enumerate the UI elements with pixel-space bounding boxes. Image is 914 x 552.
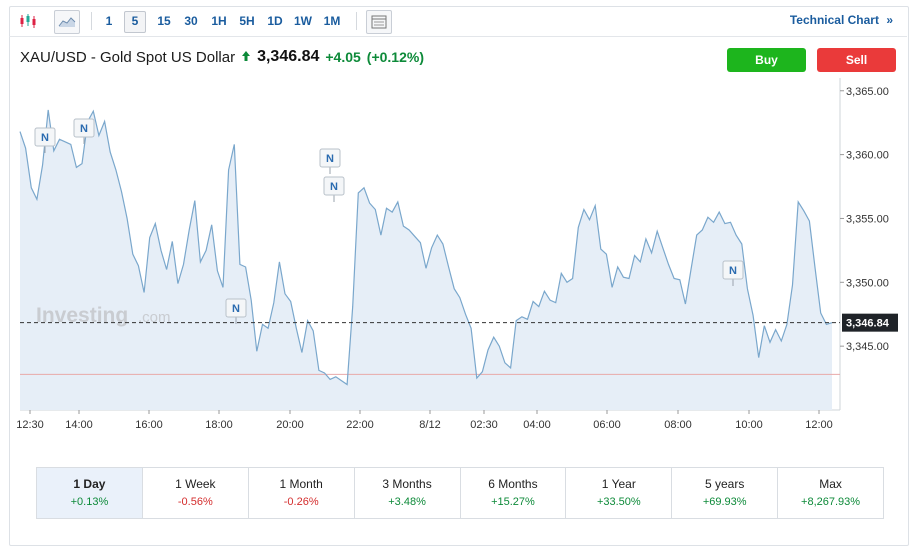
timeframe-1h[interactable]: 1H [211, 14, 227, 28]
timeframe-5h[interactable]: 5H [239, 14, 255, 28]
period-label: 6 Months [488, 477, 538, 491]
timeframe-1[interactable]: 1 [105, 14, 113, 28]
period-1-week[interactable]: 1 Week -0.56% [143, 468, 249, 518]
news-marker [323, 176, 345, 196]
x-tick-label: 10:00 [735, 419, 763, 431]
x-tick-label: 02:30 [470, 419, 498, 431]
period-selector: 1 Day +0.13% 1 Week -0.56% 1 Month -0.26… [36, 467, 884, 519]
sell-button[interactable]: Sell [817, 48, 896, 72]
instrument-header: XAU/USD - Gold Spot US Dollar 3,346.84 +… [20, 48, 424, 66]
period-3-months[interactable]: 3 Months +3.48% [355, 468, 461, 518]
x-tick-label: 18:00 [205, 419, 233, 431]
toolbar-divider [356, 12, 357, 30]
period-label: 1 Week [175, 477, 216, 491]
x-tick-label: 16:00 [135, 419, 163, 431]
timeframe-1d[interactable]: 1D [267, 14, 283, 28]
news-marker-label: N [80, 123, 88, 135]
news-marker [34, 127, 56, 147]
current-price-tag [842, 313, 898, 332]
period-1-day[interactable]: 1 Day +0.13% [37, 468, 143, 518]
instrument-name: XAU/USD - Gold Spot US Dollar [20, 48, 236, 66]
x-tick-label: 20:00 [276, 419, 304, 431]
table-view-icon[interactable] [366, 10, 392, 34]
double-chevron-right-icon: » [886, 13, 893, 27]
period-label: Max [819, 477, 842, 491]
investing-watermark-suffix: .com [138, 309, 171, 326]
y-tick-label: 3,365.00 [846, 86, 889, 98]
price-change-percent: (+0.12%) [366, 49, 424, 65]
timeframe-30[interactable]: 30 [184, 14, 198, 28]
toolbar-divider [91, 12, 92, 30]
period-change: +33.50% [596, 496, 641, 508]
candlestick-chart-icon[interactable] [17, 10, 39, 32]
y-tick-label: 3,350.00 [846, 277, 889, 289]
buy-button[interactable]: Buy [727, 48, 806, 72]
timeframe-5[interactable]: 5 [124, 11, 146, 33]
period-change: -0.56% [177, 496, 213, 508]
news-marker-label: N [232, 303, 240, 315]
news-marker-label: N [326, 153, 334, 165]
price-area-fill [20, 109, 832, 411]
period-change: +69.93% [702, 496, 747, 508]
period-label: 1 Month [279, 477, 323, 491]
area-chart-icon[interactable] [54, 10, 80, 34]
price-chart: 3,365.00 3,360.00 3,355.00 3,350.00 3,345.00… [16, 78, 898, 431]
investing-watermark: Investing [36, 304, 128, 327]
up-arrow-icon [241, 49, 251, 66]
period-change: +15.27% [491, 496, 535, 508]
news-marker-label: N [729, 265, 737, 277]
news-marker [722, 260, 744, 280]
period-change: -0.26% [283, 496, 319, 508]
last-price: 3,346.84 [257, 48, 320, 65]
x-tick-label: 06:00 [593, 419, 621, 431]
x-tick-label: 12:00 [805, 419, 833, 431]
price-change: +4.05 [325, 49, 361, 65]
timeframe-1w[interactable]: 1W [294, 14, 312, 28]
period-label: 1 Year [601, 477, 636, 491]
period-max[interactable]: Max +8,267.93% [778, 468, 883, 518]
chart-toolbar: 1 5 15 30 1H 5H 1D 1W 1M Technical Chart… [9, 6, 907, 37]
period-label: 5 years [705, 477, 745, 491]
news-marker [73, 118, 95, 138]
timeframe-15[interactable]: 15 [157, 14, 171, 28]
period-label: 3 Months [382, 477, 432, 491]
y-tick-label: 3,360.00 [846, 150, 889, 162]
period-change: +0.13% [70, 496, 109, 508]
news-marker-label: N [330, 181, 338, 193]
x-tick-label: 8/12 [419, 419, 440, 431]
timeframe-1m[interactable]: 1M [323, 14, 341, 28]
y-tick-label: 3,345.00 [846, 341, 889, 353]
price-line [19, 109, 833, 386]
y-tick-label: 3,355.00 [846, 213, 889, 225]
x-tick-label: 04:00 [523, 419, 551, 431]
news-marker-label: N [41, 132, 49, 144]
period-change: +3.48% [388, 496, 426, 508]
news-marker [319, 148, 341, 168]
x-tick-label: 08:00 [664, 419, 692, 431]
technical-chart-link[interactable]: Technical Chart » [790, 13, 893, 27]
period-change: +8,267.93% [801, 496, 861, 508]
x-tick-label: 14:00 [65, 419, 93, 431]
period-5-years[interactable]: 5 years +69.93% [672, 468, 779, 518]
period-label: 1 Day [73, 477, 106, 491]
period-1-year[interactable]: 1 Year +33.50% [566, 468, 673, 518]
x-tick-label: 22:00 [346, 419, 374, 431]
news-marker [225, 298, 247, 318]
period-1-month[interactable]: 1 Month -0.26% [249, 468, 355, 518]
plot-area[interactable]: 3,365.00 3,360.00 3,355.00 3,350.00 3,345.00… [16, 78, 898, 431]
x-tick-label: 12:30 [16, 419, 44, 431]
current-price-label: 3,346.84 [846, 318, 890, 330]
period-6-months[interactable]: 6 Months +15.27% [461, 468, 567, 518]
technical-chart-label: Technical Chart [789, 13, 879, 27]
